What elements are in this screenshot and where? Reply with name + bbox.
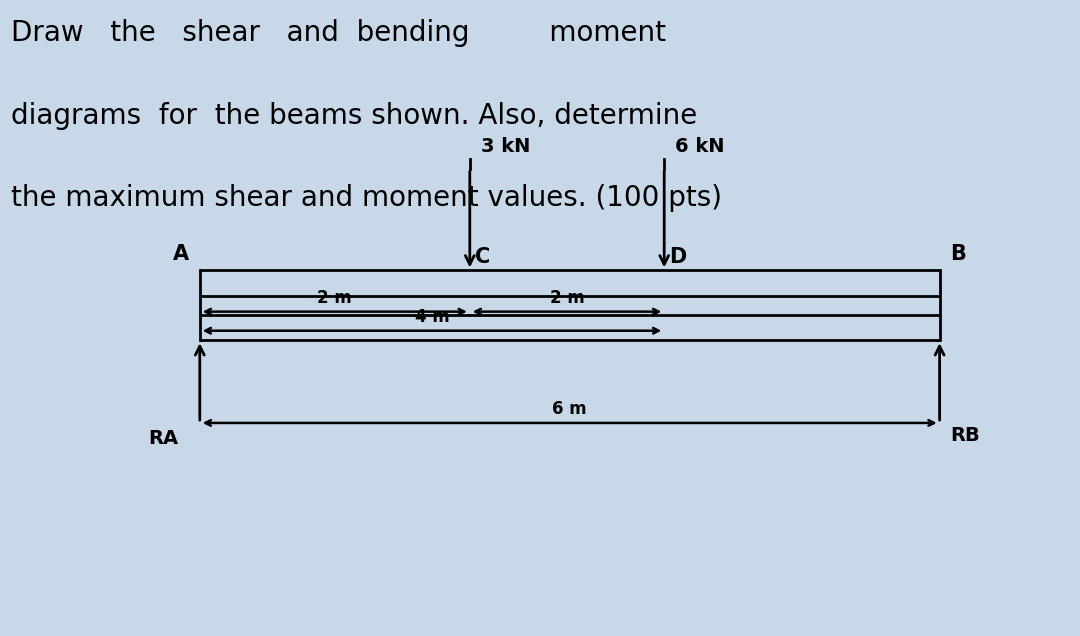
Text: 2 m: 2 m [550, 289, 584, 307]
Text: RA: RA [148, 429, 178, 448]
Text: C: C [475, 247, 490, 267]
Text: Draw   the   shear   and  bending         moment: Draw the shear and bending moment [11, 19, 665, 47]
Text: 2 m: 2 m [318, 289, 352, 307]
Text: B: B [950, 244, 967, 264]
Text: 6 kN: 6 kN [675, 137, 725, 156]
Text: RB: RB [950, 426, 981, 445]
Text: the maximum shear and moment values. (100 pts): the maximum shear and moment values. (10… [11, 184, 721, 212]
Text: 6 m: 6 m [552, 400, 588, 418]
Text: A: A [173, 244, 189, 264]
Text: 4 m: 4 m [415, 308, 449, 326]
Text: diagrams  for  the beams shown. Also, determine: diagrams for the beams shown. Also, dete… [11, 102, 697, 130]
Text: 3 kN: 3 kN [481, 137, 530, 156]
Text: D: D [670, 247, 687, 267]
